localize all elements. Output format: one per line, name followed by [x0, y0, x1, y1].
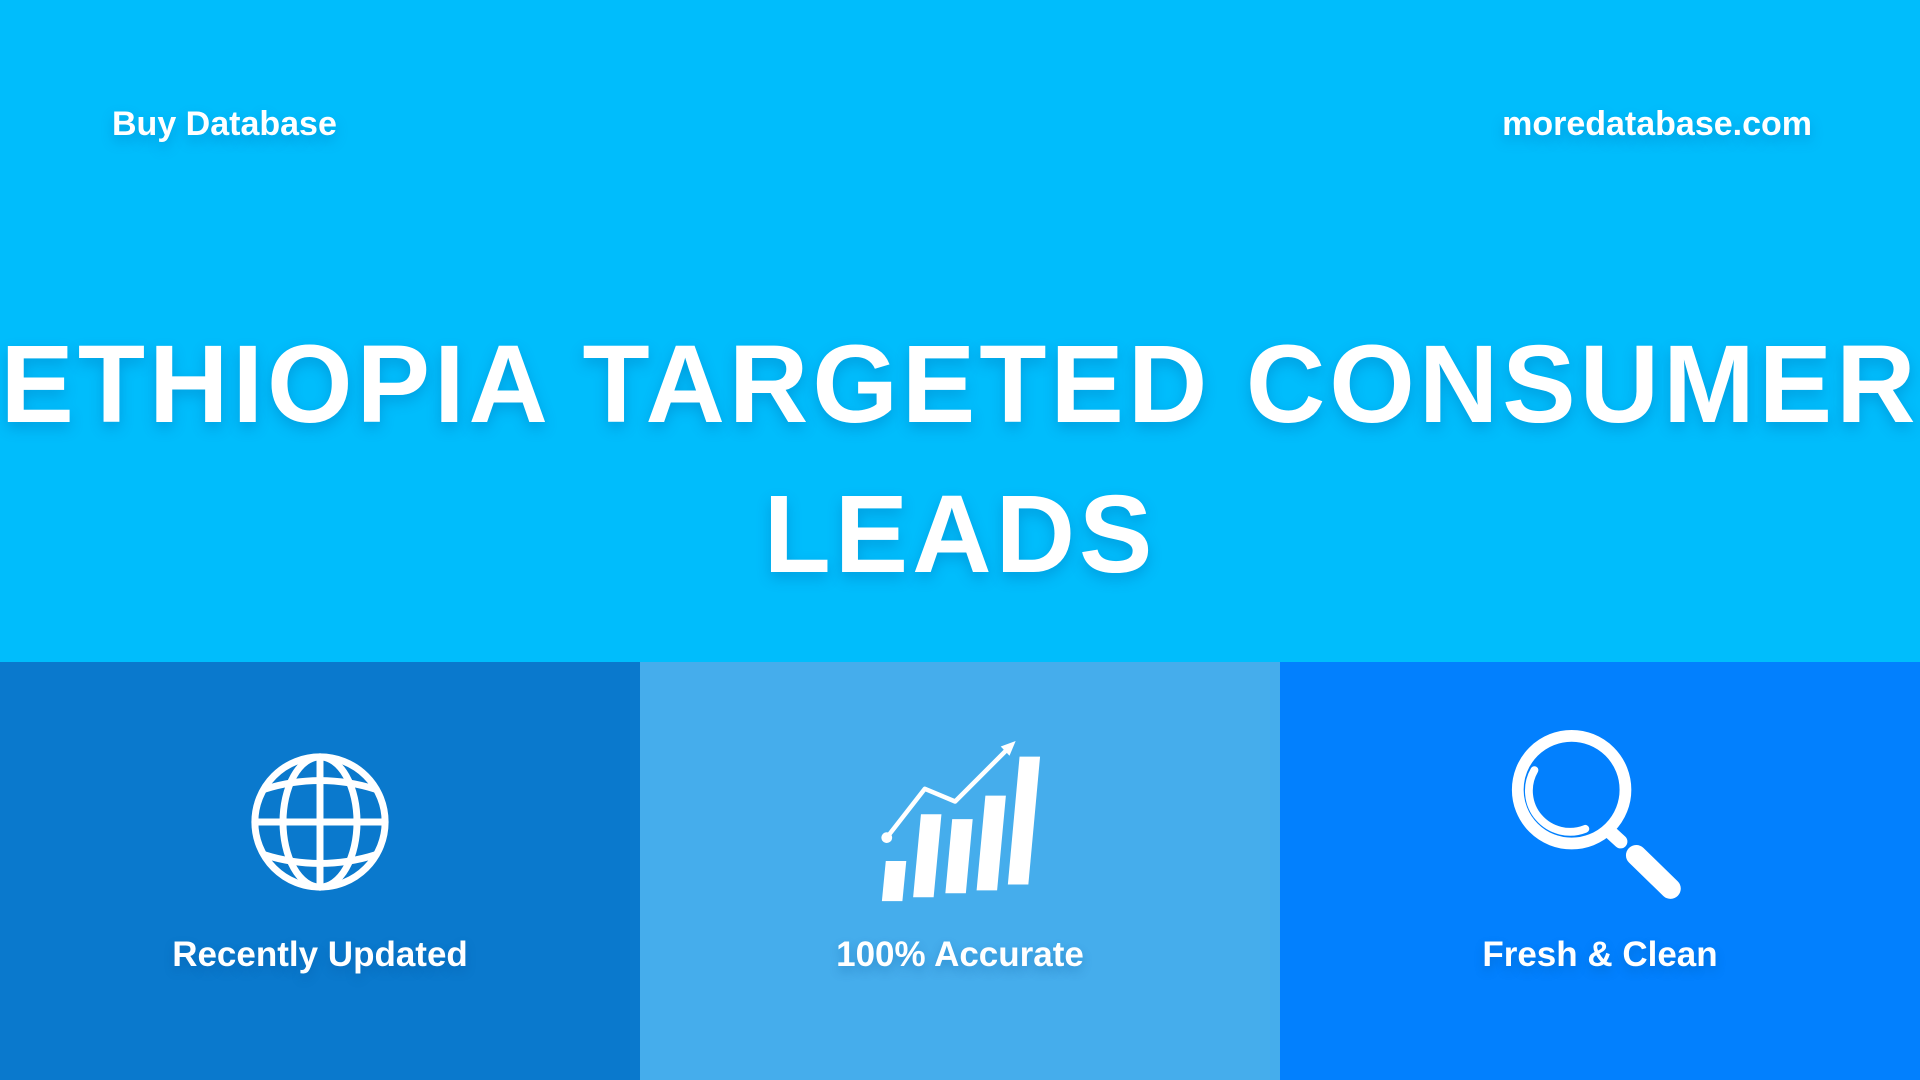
feature-label: Recently Updated	[172, 935, 468, 974]
feature-label: Fresh & Clean	[1482, 935, 1718, 974]
feature-label: 100% Accurate	[836, 935, 1084, 974]
globe-icon	[220, 736, 420, 908]
page-title: ETHIOPIA TARGETED CONSUMER LEADS	[0, 310, 1920, 609]
bar-chart-icon	[860, 736, 1060, 908]
brand-text: Buy Database	[112, 105, 337, 143]
website-text: moredatabase.com	[1502, 105, 1812, 143]
magnifier-icon	[1500, 729, 1700, 908]
top-bar: Buy Database moredatabase.com	[0, 104, 1920, 145]
feature-row: Recently Updated 100% Accurate	[0, 662, 1920, 1080]
feature-panel-accurate: 100% Accurate	[640, 662, 1280, 1080]
feature-panel-fresh-clean: Fresh & Clean	[1280, 662, 1920, 1080]
page-title-line1: ETHIOPIA TARGETED CONSUMER	[0, 323, 1920, 446]
page-title-line2: LEADS	[763, 472, 1157, 596]
feature-panel-recently-updated: Recently Updated	[0, 662, 640, 1080]
